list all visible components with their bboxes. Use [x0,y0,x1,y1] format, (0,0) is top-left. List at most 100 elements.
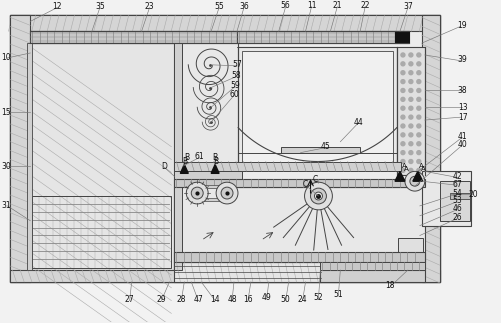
Circle shape [216,182,237,204]
Bar [197,185,226,188]
Text: 45: 45 [320,142,330,151]
Text: 21: 21 [332,1,341,10]
Circle shape [400,89,404,92]
Text: 10: 10 [2,53,11,62]
Text: 11: 11 [306,1,316,10]
Text: C: C [302,180,308,189]
Bar [32,196,171,268]
Text: 22: 22 [360,1,369,10]
Text: 56: 56 [280,1,290,10]
Circle shape [186,182,208,204]
Polygon shape [394,172,404,181]
Text: B: B [184,153,189,162]
Bar [11,16,30,282]
Polygon shape [180,164,188,173]
Circle shape [416,53,420,57]
Circle shape [408,142,412,146]
Circle shape [400,62,404,66]
Circle shape [310,188,326,204]
Polygon shape [211,164,218,173]
Text: 12: 12 [52,2,62,11]
Text: 53: 53 [452,196,461,205]
Circle shape [416,71,420,75]
Text: 14: 14 [210,295,219,304]
Circle shape [400,160,404,163]
Circle shape [400,124,404,128]
Bar [197,198,226,201]
Circle shape [400,53,404,57]
Text: 50: 50 [280,295,290,304]
Bar [241,51,392,166]
Bar [30,43,174,270]
Bar [237,47,396,170]
Circle shape [408,168,412,172]
Text: 31: 31 [2,202,11,210]
Text: 37: 37 [402,2,412,11]
Circle shape [416,142,420,146]
Bar [174,187,424,270]
Text: B: B [213,157,218,166]
Bar [11,16,439,282]
Circle shape [400,71,404,75]
Bar [236,31,394,43]
Bar [174,179,424,187]
Bar [421,172,470,226]
Circle shape [408,79,412,84]
Circle shape [400,151,404,155]
Text: 55: 55 [214,2,223,11]
Bar [11,16,439,31]
Text: 67: 67 [452,180,461,189]
Text: 19: 19 [456,21,465,30]
Circle shape [416,124,420,128]
Text: 49: 49 [262,293,271,302]
Bar [439,181,468,221]
Text: A: A [401,163,405,170]
Text: 26: 26 [452,213,461,222]
Circle shape [404,172,424,191]
Circle shape [408,115,412,119]
Circle shape [416,62,420,66]
Circle shape [408,62,412,66]
Circle shape [314,192,322,200]
Text: B: B [212,153,217,162]
Circle shape [416,115,420,119]
Text: C: C [312,175,318,184]
Text: 30: 30 [2,162,12,171]
Text: 29: 29 [156,295,166,304]
Text: A: A [419,163,423,170]
Circle shape [416,151,420,155]
Circle shape [400,142,404,146]
Text: 23: 23 [144,2,154,11]
Bar [174,262,321,282]
Bar [30,31,236,43]
Circle shape [408,160,412,163]
Circle shape [408,53,412,57]
Text: 28: 28 [176,295,186,304]
Text: 48: 48 [227,295,236,304]
Bar [280,147,360,153]
Bar [320,270,424,282]
Bar [396,47,424,175]
Text: 57: 57 [231,60,241,69]
Bar [182,43,237,172]
Text: 60: 60 [228,90,238,99]
Circle shape [408,106,412,110]
Text: 40: 40 [457,140,466,149]
Text: 46: 46 [452,204,461,214]
Text: 15: 15 [2,108,11,117]
Text: 13: 13 [457,103,466,112]
Text: 47: 47 [193,295,203,304]
Text: 20: 20 [468,190,477,199]
Circle shape [408,124,412,128]
Bar [174,252,424,262]
Bar [421,16,439,282]
Bar [397,238,422,270]
Circle shape [191,187,203,199]
Circle shape [408,89,412,92]
Bar [27,43,32,270]
Circle shape [416,168,420,172]
Circle shape [416,160,420,163]
Text: D: D [161,162,167,171]
Circle shape [400,168,404,172]
Text: 39: 39 [457,55,466,64]
